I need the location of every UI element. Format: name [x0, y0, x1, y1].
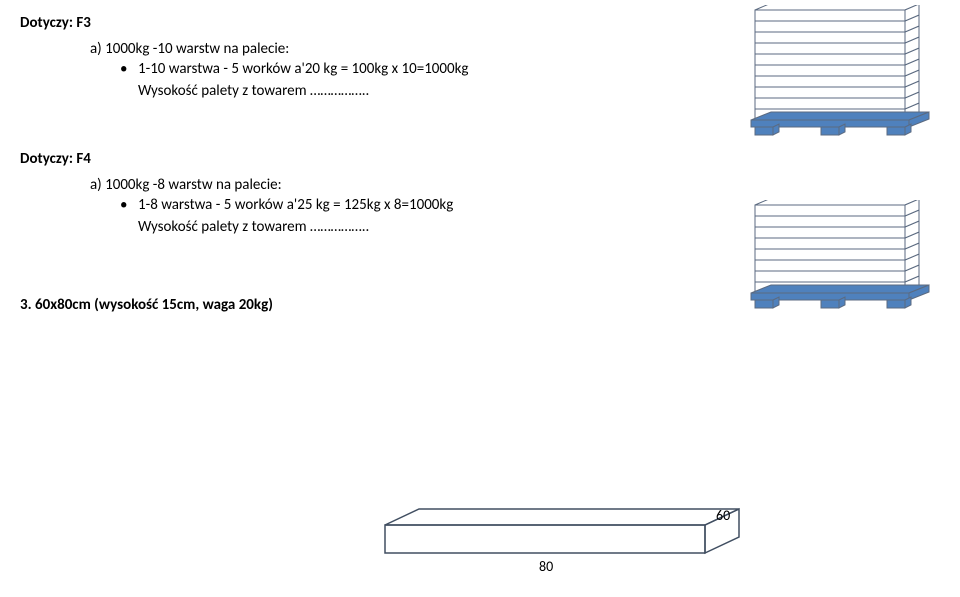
pallet-diagram-f3: [745, 5, 945, 160]
item-line-f4: a) 1000kg -8 warstw na palecie:: [90, 176, 940, 194]
pallet-diagram-f4: [745, 200, 945, 335]
slab-width-label: 80: [539, 558, 553, 575]
slab-depth-label: 60: [716, 507, 730, 524]
slab-diagram: 60 80: [370, 485, 750, 585]
